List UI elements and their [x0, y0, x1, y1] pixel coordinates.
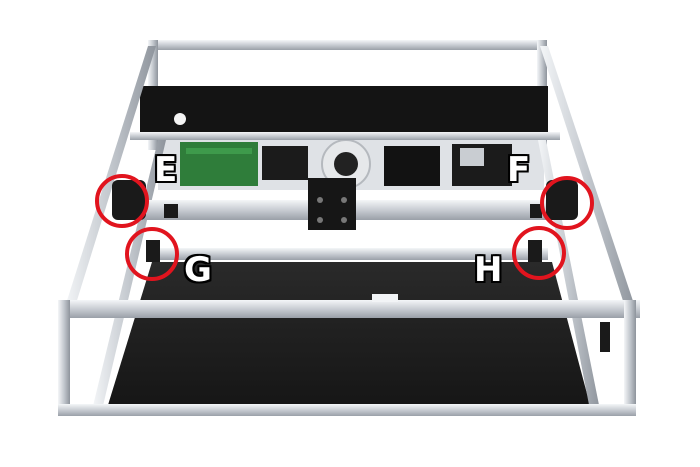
motor-block — [384, 146, 440, 186]
front-bottom-rail — [96, 404, 592, 416]
middle-cross-rail — [150, 248, 548, 260]
left-gantry-bracket — [112, 180, 146, 220]
front-right-post — [624, 300, 636, 412]
highlight-ring-f — [540, 176, 594, 230]
highlight-ring-e — [95, 174, 149, 228]
panel-hole — [174, 113, 186, 125]
front-left-post — [58, 300, 70, 412]
callout-label-h: H — [474, 250, 503, 290]
callout-label-g: G — [184, 250, 212, 290]
base-plate — [108, 262, 590, 405]
callout-label-e: E — [154, 150, 178, 190]
back-panel — [140, 86, 548, 132]
laser-carriage — [308, 178, 356, 230]
right-top-side-rail — [540, 46, 636, 310]
right-gantry-bracket — [546, 180, 578, 220]
back-top-rail — [150, 40, 545, 50]
front-top-rail — [58, 300, 640, 318]
highlight-ring-h — [512, 226, 566, 280]
power-module — [262, 146, 308, 180]
highlight-ring-g — [125, 227, 179, 281]
callout-label-f: F — [507, 150, 531, 190]
